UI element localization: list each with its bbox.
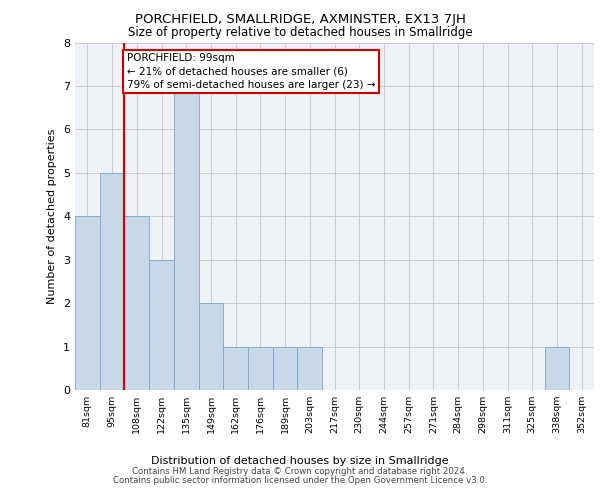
Bar (199, 303, 223, 390)
Bar (248, 346, 273, 390)
Bar (298, 346, 322, 390)
Bar (100, 173, 124, 390)
Bar (223, 346, 248, 390)
Bar (124, 216, 149, 390)
Bar (174, 86, 199, 390)
Bar (75, 216, 100, 390)
Bar (545, 346, 569, 390)
Text: Contains public sector information licensed under the Open Government Licence v3: Contains public sector information licen… (113, 476, 487, 485)
Bar (273, 346, 298, 390)
Text: Contains HM Land Registry data © Crown copyright and database right 2024.: Contains HM Land Registry data © Crown c… (132, 467, 468, 476)
Text: Size of property relative to detached houses in Smallridge: Size of property relative to detached ho… (128, 26, 472, 39)
Text: PORCHFIELD, SMALLRIDGE, AXMINSTER, EX13 7JH: PORCHFIELD, SMALLRIDGE, AXMINSTER, EX13 … (134, 12, 466, 26)
Y-axis label: Number of detached properties: Number of detached properties (47, 128, 58, 304)
Bar (149, 260, 174, 390)
Text: Distribution of detached houses by size in Smallridge: Distribution of detached houses by size … (151, 456, 449, 466)
Text: PORCHFIELD: 99sqm
← 21% of detached houses are smaller (6)
79% of semi-detached : PORCHFIELD: 99sqm ← 21% of detached hous… (127, 54, 376, 90)
